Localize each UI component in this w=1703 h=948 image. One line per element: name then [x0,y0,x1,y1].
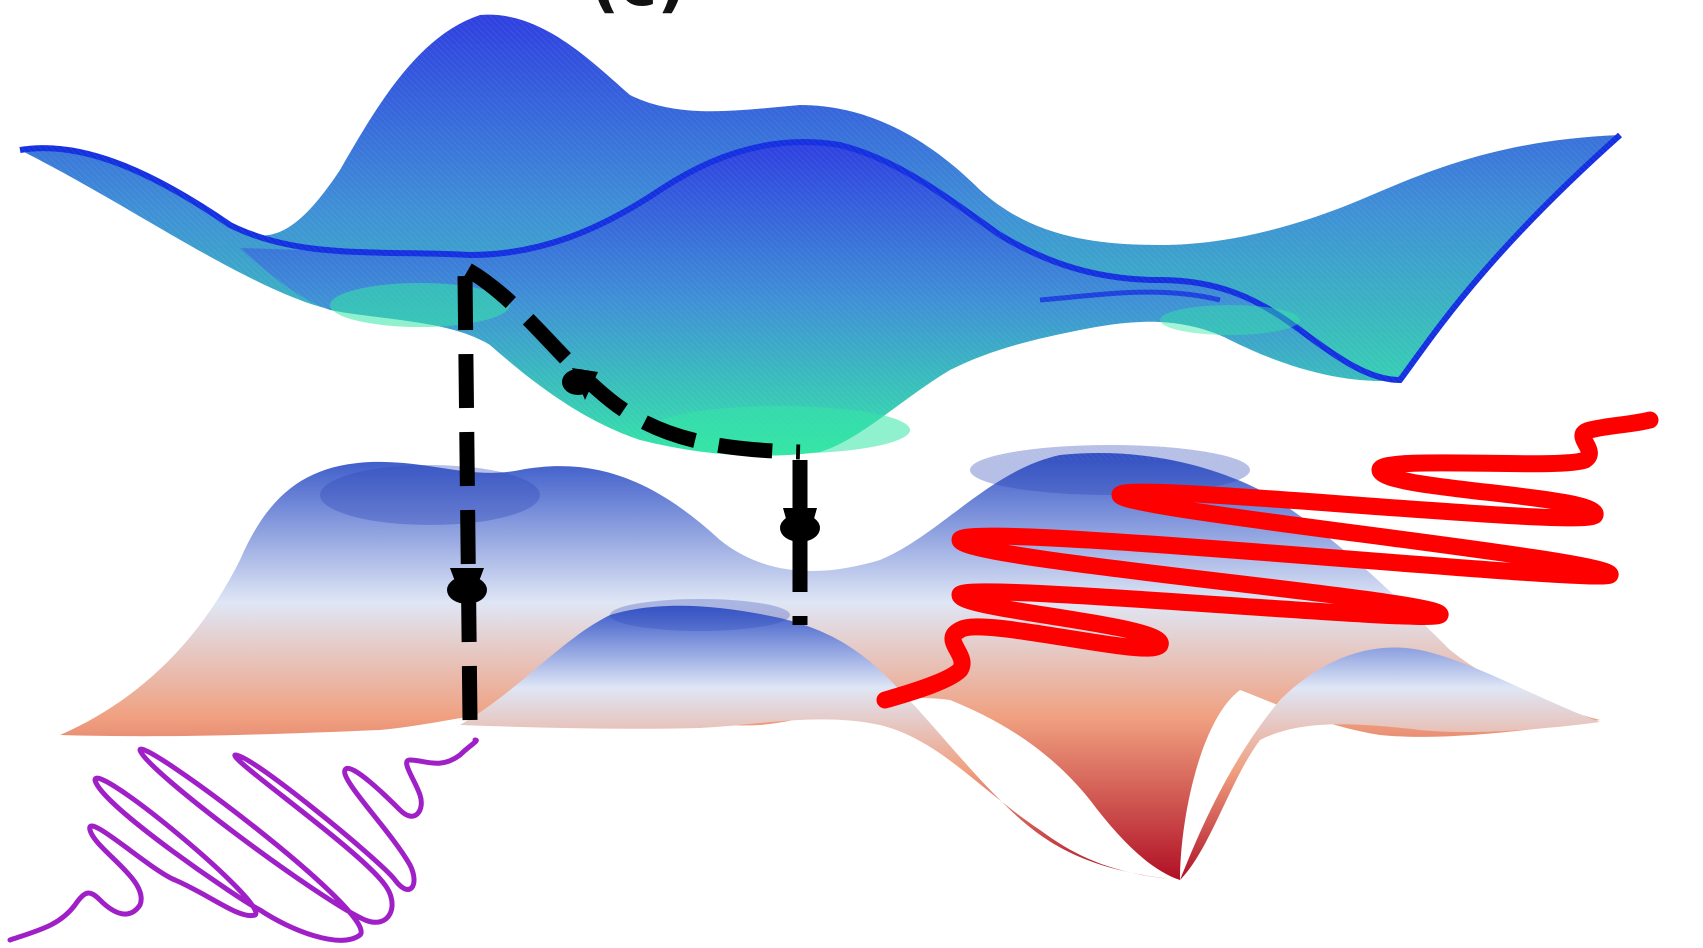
excited-state-relaxation-path [464,263,801,460]
excited-center-valley-glow [650,406,910,454]
ground-surface-front [460,605,1600,880]
excited-state-surface [19,10,1622,460]
red-wave-pulse [876,411,1659,709]
relaxation-arrow-knob [562,369,594,395]
excited-surface-mesh [20,10,1620,460]
down-arrow-knob [447,576,487,604]
emission-wave [876,411,1659,709]
emission-arrow-knob [780,514,820,542]
excitation-wave [7,737,479,943]
transition-pathway [447,263,820,721]
purple-wave-pulse [7,737,479,943]
ground-front-peak-shade [610,599,790,631]
excited-right-valley-glow [1160,305,1300,335]
ground-peak-shade [320,465,540,525]
excited-left-valley-glow [330,283,510,327]
